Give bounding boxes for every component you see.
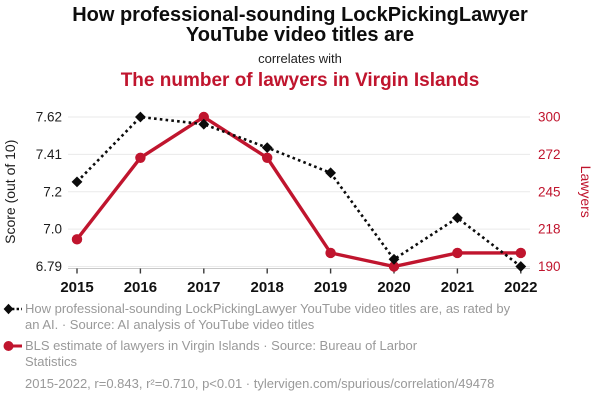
chart-subtitle: The number of lawyers in Virgin Islands: [120, 70, 480, 91]
legend-label-score: How professional-sounding LockPickingLaw…: [25, 301, 598, 332]
data-point-score: [388, 253, 400, 265]
legend-line: an AI. · Source: AI analysis of YouTube …: [25, 316, 315, 332]
data-point-score: [135, 111, 146, 123]
legend-item-lawyers: BLS estimate of lawyers in Virgin Island…: [3, 338, 598, 369]
x-axis-tick-label: 2022: [504, 279, 537, 296]
data-point-lawyers: [452, 247, 463, 259]
diamond-dotted-marker-icon: [3, 303, 22, 315]
legend-line: BLS estimate of lawyers in Virgin Island…: [25, 338, 418, 353]
series-line-score: [76, 115, 522, 268]
data-point-score: [325, 167, 336, 179]
legend-line: Statistics: [25, 353, 78, 369]
right-axis-tick-label: 218: [538, 222, 561, 237]
stats-footer: 2015-2022, r=0.843, r²=0.710, p<0.01 · t…: [25, 376, 495, 391]
right-axis-title: Lawyers: [578, 166, 594, 218]
right-axis-tick-label: 190: [538, 259, 561, 274]
x-axis-tick-label: 2015: [60, 279, 93, 296]
data-point-score: [452, 212, 463, 224]
dual-axis-line-chart: 7.62 300 7.41 272 7.2 245 7.0 218 6.79 190 2015 201…: [2, 110, 594, 297]
data-point-score: [261, 142, 273, 154]
x-axis-tick-label: 2021: [441, 279, 474, 296]
x-axis-tick-label: 2019: [314, 279, 347, 296]
x-axis-tick-label: 2020: [377, 279, 410, 296]
data-point-lawyers: [262, 152, 273, 163]
chart-title: How professional-sounding LockPickingLaw…: [72, 4, 528, 46]
data-point-lawyers: [515, 247, 526, 259]
circle-solid-marker-icon: [3, 341, 22, 351]
data-point-lawyers: [325, 247, 336, 259]
left-axis-tick-label: 7.0: [43, 222, 62, 237]
data-point-lawyers: [71, 234, 83, 245]
series-line-lawyers: [75, 114, 521, 269]
data-point-score: [71, 176, 83, 188]
left-axis-tick-label: 7.2: [43, 184, 62, 199]
left-axis-tick-label: 7.62: [36, 110, 62, 125]
data-point-score: [515, 261, 527, 272]
legend: How professional-sounding LockPickingLaw…: [3, 301, 598, 392]
legend-line: How professional-sounding LockPickingLaw…: [25, 301, 511, 316]
data-point-lawyers: [135, 152, 146, 163]
correlates-with-label: correlates with: [258, 51, 342, 66]
data-point-lawyers: [388, 261, 400, 272]
data-point-lawyers: [198, 111, 209, 123]
left-axis-title: Score (out of 10): [2, 140, 18, 244]
left-axis-tick-label: 7.41: [36, 147, 62, 162]
chart-header: How professional-sounding LockPickingLaw…: [0, 5, 600, 91]
legend-item-score: How professional-sounding LockPickingLaw…: [3, 301, 598, 332]
left-axis-tick-label: 6.79: [36, 259, 62, 274]
x-axis-tick-label: 2016: [124, 279, 157, 296]
x-axis-tick-label: 2018: [251, 279, 284, 296]
right-axis-tick-label: 272: [538, 147, 561, 162]
right-axis-tick-label: 245: [538, 184, 561, 199]
legend-label-lawyers: BLS estimate of lawyers in Virgin Island…: [25, 338, 598, 369]
x-axis-tick-label: 2017: [187, 279, 220, 296]
right-axis-tick-label: 300: [538, 110, 561, 125]
data-point-score: [198, 118, 210, 130]
